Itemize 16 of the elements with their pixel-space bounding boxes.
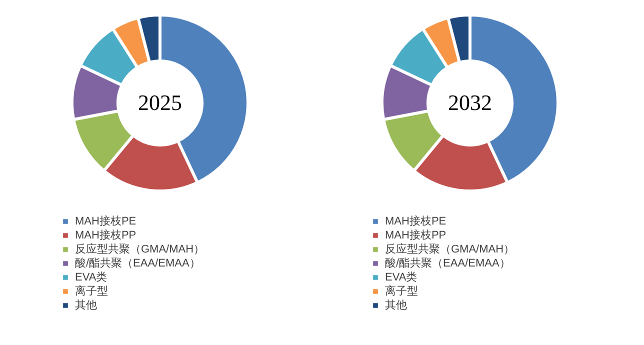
legend-label: MAH接枝PE: [385, 214, 446, 228]
legend-label: MAH接枝PE: [75, 214, 136, 228]
legend-label: EVA类: [385, 270, 418, 284]
text: 2025: [138, 90, 182, 115]
legend-label: 反应型共聚（GMA/MAH）: [75, 242, 205, 256]
legend-label: 酸/酯共聚（EAA/EMAA）: [75, 256, 200, 270]
legend-label: 反应型共聚（GMA/MAH）: [385, 242, 515, 256]
legend-label: 其他: [385, 298, 407, 312]
legend-label: MAH接枝PP: [75, 228, 136, 242]
legend-label: MAH接枝PP: [385, 228, 446, 242]
legend-label: EVA类: [75, 270, 108, 284]
legend-label: 其他: [75, 298, 97, 312]
legend-label: 酸/酯共聚（EAA/EMAA）: [385, 256, 510, 270]
text: 2032: [448, 90, 492, 115]
legend-label: 离子型: [75, 284, 108, 298]
legend-label: 离子型: [385, 284, 418, 298]
